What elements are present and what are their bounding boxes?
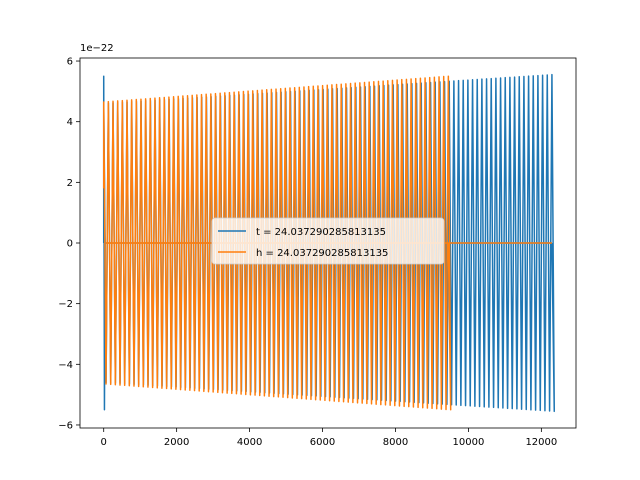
x-tick-label: 12000 — [525, 437, 557, 448]
legend-box — [211, 217, 445, 265]
x-axis: 0 2000 4000 6000 8000 10000 12000 — [101, 428, 557, 448]
x-tick-label: 4000 — [237, 437, 262, 448]
y-tick-label: −2 — [58, 299, 73, 310]
series-line-h — [102, 75, 552, 411]
y-axis: −6 −4 −2 0 2 4 6 — [58, 57, 80, 431]
y-tick-label: 2 — [67, 178, 73, 189]
legend: t = 24.037290285813135 h = 24.0372902858… — [211, 217, 445, 265]
y-tick-label: 0 — [67, 239, 73, 250]
y-tick-label: 4 — [67, 117, 73, 128]
x-tick-label: 2000 — [164, 437, 189, 448]
offset-text: 1e−22 — [80, 43, 114, 54]
x-tick-label: 8000 — [383, 437, 408, 448]
y-tick-label: 6 — [67, 57, 73, 68]
y-tick-label: −4 — [58, 360, 73, 371]
x-tick-label: 0 — [101, 437, 107, 448]
y-tick-label: −6 — [58, 420, 73, 431]
x-tick-label: 6000 — [310, 437, 335, 448]
legend-label-t: t = 24.037290285813135 — [256, 227, 386, 238]
legend-label-h: h = 24.037290285813135 — [256, 248, 388, 259]
x-tick-label: 10000 — [453, 437, 485, 448]
